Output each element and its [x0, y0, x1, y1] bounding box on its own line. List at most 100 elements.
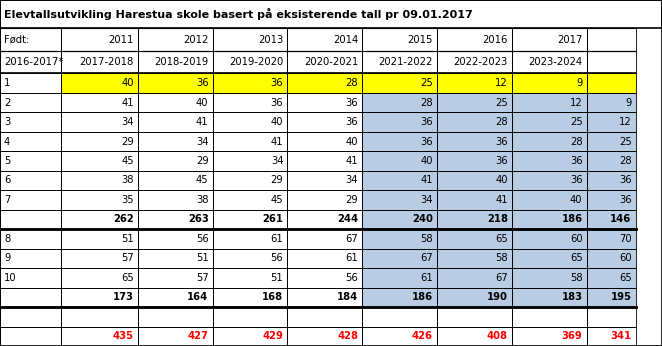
Text: 28: 28: [570, 137, 583, 146]
Text: 7: 7: [4, 195, 11, 205]
Text: 51: 51: [271, 273, 283, 283]
Text: 58: 58: [495, 253, 508, 263]
Text: 2016: 2016: [483, 35, 508, 45]
Bar: [362, 210, 437, 229]
Bar: [213, 93, 287, 112]
Bar: [213, 190, 287, 210]
Bar: [0, 190, 61, 210]
Bar: [0, 151, 61, 171]
Bar: [587, 73, 636, 93]
Text: 186: 186: [412, 292, 433, 302]
Text: 65: 65: [495, 234, 508, 244]
Bar: [138, 28, 213, 51]
Bar: [213, 51, 287, 73]
Bar: [0, 288, 61, 307]
Text: 56: 56: [196, 234, 209, 244]
Text: 40: 40: [495, 175, 508, 185]
Bar: [512, 327, 587, 346]
Bar: [512, 288, 587, 307]
Bar: [138, 51, 213, 73]
Bar: [437, 112, 512, 132]
Text: 186: 186: [561, 215, 583, 225]
Text: 195: 195: [610, 292, 632, 302]
Text: 5: 5: [4, 156, 11, 166]
Bar: [0, 0, 662, 28]
Text: 262: 262: [113, 215, 134, 225]
Bar: [61, 132, 138, 151]
Bar: [138, 93, 213, 112]
Bar: [587, 171, 636, 190]
Text: 36: 36: [570, 175, 583, 185]
Text: 9: 9: [4, 253, 11, 263]
Bar: [287, 327, 362, 346]
Text: 4: 4: [4, 137, 10, 146]
Bar: [512, 132, 587, 151]
Bar: [587, 210, 636, 229]
Text: 10: 10: [4, 273, 17, 283]
Bar: [587, 249, 636, 268]
Bar: [213, 307, 287, 327]
Bar: [213, 210, 287, 229]
Text: 40: 40: [346, 137, 358, 146]
Text: 28: 28: [346, 78, 358, 88]
Text: 41: 41: [420, 175, 433, 185]
Text: 2018-2019: 2018-2019: [154, 57, 209, 67]
Bar: [138, 151, 213, 171]
Bar: [587, 112, 636, 132]
Text: 244: 244: [337, 215, 358, 225]
Bar: [138, 190, 213, 210]
Text: 2023-2024: 2023-2024: [528, 57, 583, 67]
Text: 25: 25: [570, 117, 583, 127]
Text: Elevtallsutvikling Harestua skole basert på eksisterende tall pr 09.01.2017: Elevtallsutvikling Harestua skole basert…: [4, 8, 473, 20]
Text: 40: 40: [570, 195, 583, 205]
Text: 34: 34: [346, 175, 358, 185]
Bar: [287, 190, 362, 210]
Text: 34: 34: [271, 156, 283, 166]
Bar: [213, 73, 287, 93]
Bar: [213, 249, 287, 268]
Bar: [437, 229, 512, 249]
Text: 38: 38: [196, 195, 209, 205]
Text: 28: 28: [495, 117, 508, 127]
Bar: [213, 28, 287, 51]
Text: 29: 29: [196, 156, 209, 166]
Text: 65: 65: [619, 273, 632, 283]
Bar: [213, 229, 287, 249]
Text: 28: 28: [420, 98, 433, 108]
Bar: [437, 210, 512, 229]
Text: 2013: 2013: [258, 35, 283, 45]
Bar: [362, 112, 437, 132]
Text: 40: 40: [121, 78, 134, 88]
Text: 51: 51: [121, 234, 134, 244]
Text: 2021-2022: 2021-2022: [379, 57, 433, 67]
Text: 12: 12: [495, 78, 508, 88]
Bar: [0, 210, 61, 229]
Text: 51: 51: [196, 253, 209, 263]
Text: 34: 34: [121, 117, 134, 127]
Bar: [138, 210, 213, 229]
Text: 45: 45: [196, 175, 209, 185]
Bar: [138, 132, 213, 151]
Bar: [437, 268, 512, 288]
Text: 36: 36: [420, 137, 433, 146]
Bar: [287, 210, 362, 229]
Text: 70: 70: [619, 234, 632, 244]
Bar: [437, 307, 512, 327]
Text: 146: 146: [610, 215, 632, 225]
Bar: [512, 229, 587, 249]
Bar: [61, 327, 138, 346]
Text: 2015: 2015: [408, 35, 433, 45]
Text: 2017-2018: 2017-2018: [79, 57, 134, 67]
Text: 36: 36: [570, 156, 583, 166]
Text: 12: 12: [619, 117, 632, 127]
Text: 173: 173: [113, 292, 134, 302]
Text: 40: 40: [271, 117, 283, 127]
Bar: [362, 171, 437, 190]
Text: 57: 57: [196, 273, 209, 283]
Text: 435: 435: [113, 331, 134, 341]
Text: 426: 426: [412, 331, 433, 341]
Text: 2019-2020: 2019-2020: [229, 57, 283, 67]
Bar: [587, 151, 636, 171]
Text: 36: 36: [271, 78, 283, 88]
Bar: [213, 288, 287, 307]
